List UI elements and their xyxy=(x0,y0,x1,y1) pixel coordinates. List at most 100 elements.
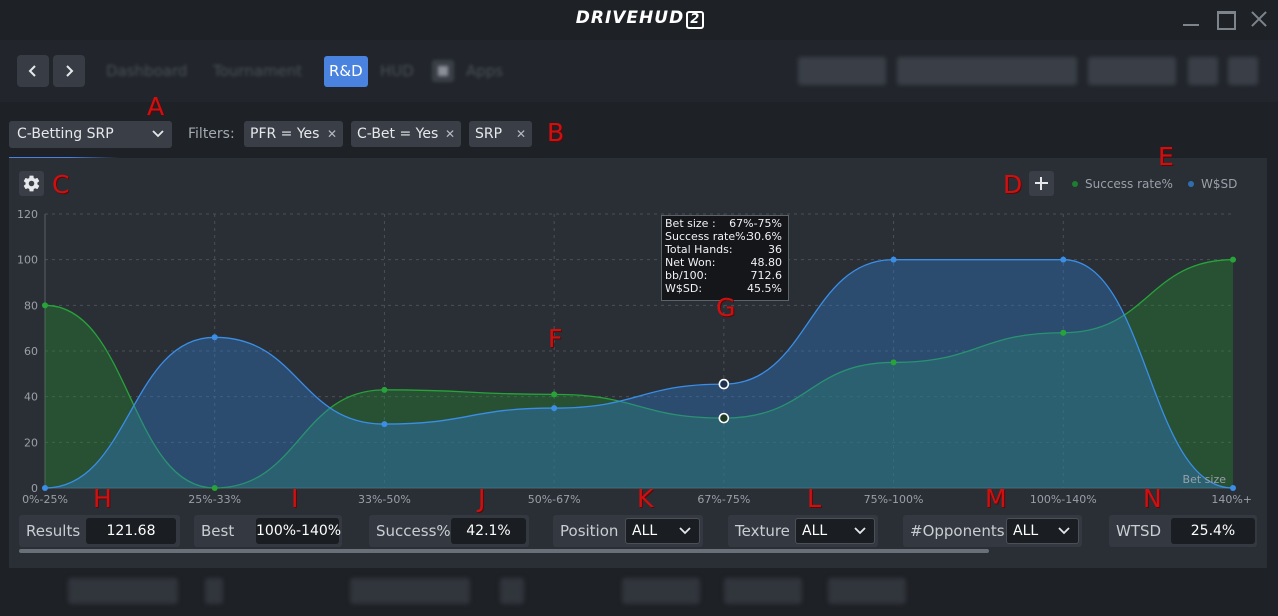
blurred-button-2[interactable] xyxy=(1228,57,1258,85)
y-tick-label: 40 xyxy=(24,391,38,404)
blurred-button-1[interactable] xyxy=(1188,57,1218,85)
chevron-left-icon xyxy=(28,65,36,77)
data-point xyxy=(42,485,48,491)
blurred-dropdown-1[interactable] xyxy=(798,57,886,85)
stat-label: Success% xyxy=(376,522,451,540)
x-tick-label: 67%-75% xyxy=(697,493,750,506)
marker-i: I xyxy=(291,484,299,513)
blurred-button[interactable] xyxy=(828,578,906,604)
stat-label: Position xyxy=(560,522,619,540)
marker-a: A xyxy=(147,92,165,121)
tooltip-label: Net Won: xyxy=(665,256,716,269)
legend-label: W$SD xyxy=(1201,177,1238,191)
tab-apps[interactable]: Apps xyxy=(466,62,504,80)
data-point xyxy=(551,405,558,412)
tooltip-label: Success rate%: xyxy=(665,230,750,243)
stat-best: Best 100%-140% xyxy=(194,515,342,547)
marker-e: E xyxy=(1158,142,1174,171)
tooltip-value: 712.6 xyxy=(750,269,783,282)
marker-b: B xyxy=(547,118,565,147)
tooltip-row: Success rate%: 30.6% xyxy=(665,230,785,243)
data-point xyxy=(890,256,897,263)
hud-tab-icon[interactable] xyxy=(432,60,454,82)
stat-label: WTSD xyxy=(1116,522,1162,540)
blurred-dropdown[interactable] xyxy=(68,578,178,604)
blurred-button[interactable] xyxy=(500,578,524,604)
data-point xyxy=(42,302,48,309)
select-value: ALL xyxy=(802,523,828,539)
marker-n: N xyxy=(1143,484,1162,513)
filter-chip-pfr[interactable]: PFR = Yes ✕ xyxy=(244,121,343,147)
filter-chip-srp[interactable]: SRP ✕ xyxy=(469,121,532,147)
chart-settings-button[interactable] xyxy=(19,171,44,196)
blurred-dropdown[interactable] xyxy=(622,578,700,604)
marker-d: D xyxy=(1003,170,1023,199)
legend-dot-icon xyxy=(1188,181,1194,187)
back-button[interactable] xyxy=(17,55,49,87)
data-point xyxy=(1060,329,1067,336)
tooltip-row: Bet size : 67%-75% xyxy=(665,217,785,230)
blurred-dropdown-2[interactable] xyxy=(897,57,1077,85)
position-select[interactable]: ALL xyxy=(625,518,700,544)
stat-results: Results 121.68 xyxy=(19,515,180,547)
title-bar: DRIVEHUD 2 xyxy=(0,0,1278,40)
tab-dashboard[interactable]: Dashboard xyxy=(106,62,188,80)
preset-dropdown[interactable]: C-Betting SRP xyxy=(9,121,172,148)
chip-label: PFR = Yes xyxy=(250,126,320,142)
remove-chip-icon[interactable]: ✕ xyxy=(444,127,455,141)
texture-select[interactable]: ALL xyxy=(795,518,875,544)
data-point xyxy=(551,391,558,398)
marker-k: K xyxy=(637,484,654,513)
stat-value: 42.1% xyxy=(451,518,526,544)
chevron-down-icon xyxy=(1058,527,1070,535)
tab-rnd[interactable]: R&D xyxy=(324,56,368,87)
y-tick-label: 20 xyxy=(24,436,38,449)
chip-label: SRP xyxy=(475,126,503,142)
tooltip-row: Net Won: 48.80 xyxy=(665,256,785,269)
blurred-dropdown[interactable] xyxy=(350,578,470,604)
stat-opponents: #Opponents ALL xyxy=(903,515,1082,547)
data-point xyxy=(1060,256,1067,263)
blurred-button[interactable] xyxy=(724,578,802,604)
legend-wsd[interactable]: W$SD xyxy=(1188,177,1237,191)
x-axis-label: Bet size xyxy=(1183,473,1227,486)
stat-label: Results xyxy=(26,522,81,540)
select-value: ALL xyxy=(1013,523,1039,539)
opponents-select[interactable]: ALL xyxy=(1006,518,1079,544)
tab-hud[interactable]: HUD xyxy=(380,62,414,80)
y-tick-label: 120 xyxy=(17,208,38,221)
data-point xyxy=(890,359,897,366)
legend-success-rate[interactable]: Success rate% xyxy=(1072,177,1173,191)
chevron-right-icon xyxy=(66,65,74,77)
maximize-icon[interactable] xyxy=(1214,8,1236,30)
stat-label: #Opponents xyxy=(910,522,1005,540)
y-tick-label: 0 xyxy=(31,482,38,495)
x-tick-label: 100%-140% xyxy=(1030,493,1097,506)
add-series-button[interactable] xyxy=(1029,171,1054,196)
minimize-icon[interactable] xyxy=(1180,8,1202,30)
data-point xyxy=(1230,256,1236,263)
data-point xyxy=(381,386,388,393)
horizontal-scrollbar[interactable] xyxy=(19,549,989,553)
tab-tournament[interactable]: Tournament xyxy=(213,62,303,80)
forward-button[interactable] xyxy=(53,55,85,87)
marker-h: H xyxy=(93,484,112,513)
tooltip-label: W$SD: xyxy=(665,282,703,295)
stat-value: 25.4% xyxy=(1171,518,1255,544)
x-tick-label: 50%-67% xyxy=(528,493,581,506)
gear-icon xyxy=(23,175,40,192)
tooltip-value: 30.6% xyxy=(747,230,782,243)
x-tick-label: 0%-25% xyxy=(22,493,68,506)
stat-position: Position ALL xyxy=(553,515,703,547)
y-tick-label: 60 xyxy=(24,345,38,358)
tooltip-value: 45.5% xyxy=(747,282,782,295)
chevron-down-icon xyxy=(152,130,164,138)
remove-chip-icon[interactable]: ✕ xyxy=(515,127,526,141)
stat-success: Success% 42.1% xyxy=(369,515,529,547)
bottom-bar xyxy=(0,568,1278,616)
blurred-dropdown-3[interactable] xyxy=(1088,57,1176,85)
remove-chip-icon[interactable]: ✕ xyxy=(326,127,337,141)
filter-chip-cbet[interactable]: C-Bet = Yes ✕ xyxy=(351,121,461,147)
series-area xyxy=(45,259,1233,488)
blurred-checkbox[interactable] xyxy=(205,578,223,604)
